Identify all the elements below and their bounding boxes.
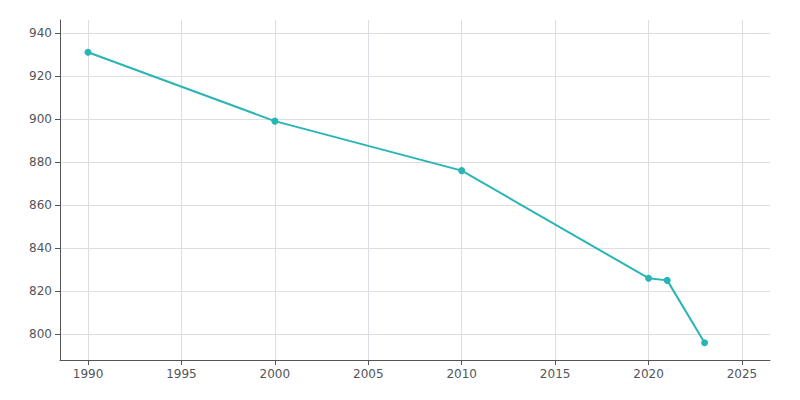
svg-text:1995: 1995 [166,367,197,381]
svg-text:820: 820 [29,284,52,298]
svg-text:2005: 2005 [353,367,384,381]
svg-text:2010: 2010 [446,367,477,381]
svg-text:800: 800 [29,327,52,341]
svg-text:940: 940 [29,26,52,40]
svg-text:840: 840 [29,241,52,255]
svg-text:2000: 2000 [260,367,291,381]
svg-text:1990: 1990 [73,367,104,381]
svg-text:920: 920 [29,69,52,83]
svg-text:2015: 2015 [540,367,571,381]
svg-text:860: 860 [29,198,52,212]
svg-text:2020: 2020 [633,367,664,381]
svg-text:900: 900 [29,112,52,126]
svg-text:880: 880 [29,155,52,169]
svg-text:2025: 2025 [727,367,758,381]
